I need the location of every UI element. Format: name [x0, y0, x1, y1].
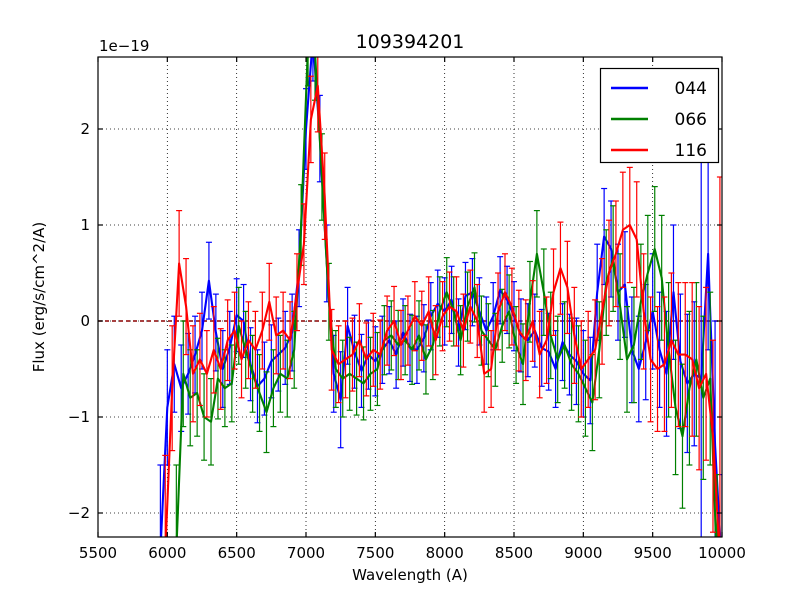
series-066: [173, 57, 721, 537]
legend-box: [599, 67, 720, 164]
series-line-116: [164, 84, 720, 537]
y-tick-label: −1: [68, 408, 90, 426]
legend: 044 066 116: [599, 67, 720, 164]
x-tick-label: 7500: [356, 544, 394, 562]
x-tick-label: 6000: [148, 544, 186, 562]
y-tick-label: −2: [68, 504, 90, 522]
x-tick-label: 8000: [426, 544, 464, 562]
series-line-066: [175, 57, 717, 537]
x-tick-label: 7000: [287, 544, 325, 562]
chart-title: 109394201: [356, 31, 465, 53]
x-tick-label: 5500: [79, 544, 117, 562]
y-axis-offset-label: 1e−19: [99, 37, 149, 55]
x-tick-label: 10000: [698, 544, 746, 562]
legend-label-116: 116: [675, 141, 707, 161]
y-tick-label: 1: [80, 216, 90, 234]
x-tick-label: 6500: [218, 544, 256, 562]
x-tick-label: 9500: [634, 544, 672, 562]
y-tick-label: 2: [80, 120, 90, 138]
ticks: [97, 57, 723, 537]
x-tick-label: 9000: [564, 544, 602, 562]
x-tick-label: 8500: [495, 544, 533, 562]
x-axis-label: Wavelength (A): [352, 566, 468, 584]
axes-frame: [97, 56, 723, 538]
series-116: [162, 57, 722, 537]
legend-label-066: 066: [675, 110, 707, 130]
y-tick-label: 0: [80, 312, 90, 330]
y-axis-label: Flux (erg/s/cm^2/A): [30, 222, 48, 373]
legend-label-044: 044: [675, 79, 707, 99]
